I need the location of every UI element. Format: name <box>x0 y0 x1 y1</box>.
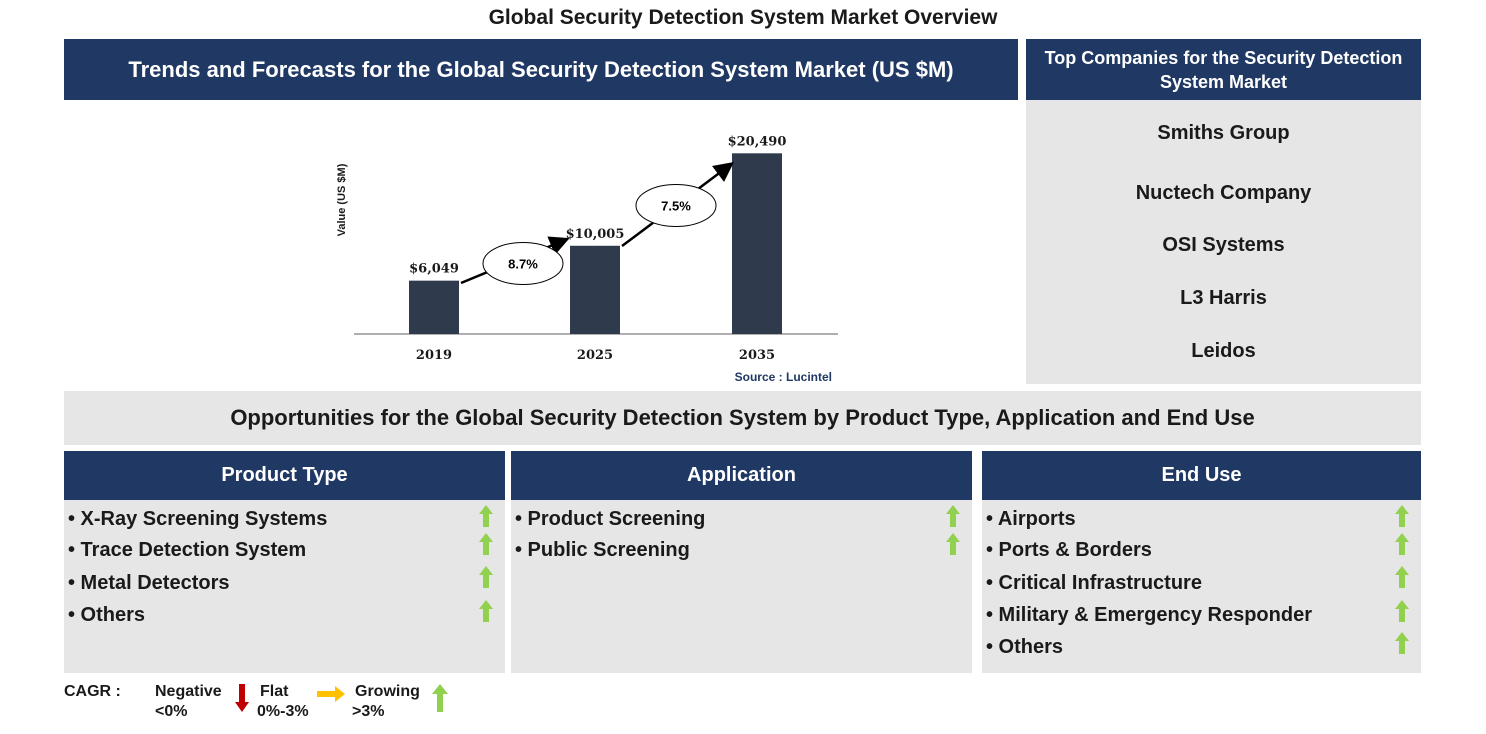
chart-source: Source : Lucintel <box>735 370 832 384</box>
growth-up-arrow-icon <box>1395 632 1409 654</box>
data-label-2035: $20,490 <box>728 134 787 149</box>
legend-negative-name: Negative <box>155 683 222 700</box>
segment-body-end-use: • Airports • Ports & Borders • Critical … <box>982 500 1421 673</box>
growth-up-arrow-icon <box>479 600 493 622</box>
company-item: Smiths Group <box>1157 122 1290 144</box>
growth-up-arrow-icon <box>479 533 493 555</box>
x-tick-label-2019: 2019 <box>416 348 452 363</box>
legend-flat-name: Flat <box>260 683 289 700</box>
segment-body-product-type: • X-Ray Screening Systems • Trace Detect… <box>64 500 505 673</box>
company-item: Leidos <box>1191 340 1256 362</box>
growing-up-arrow-icon <box>432 684 448 712</box>
segment-header-application: Application <box>511 451 972 500</box>
companies-list: Smiths Group Nuctech Company OSI Systems… <box>1026 100 1421 384</box>
cagr-legend: CAGR : Negative <0% Flat 0%-3% Growing >… <box>64 682 484 726</box>
data-label-2025: $10,005 <box>566 227 625 242</box>
cagr-ellipse-1 <box>482 242 564 285</box>
growth-up-arrow-icon <box>1395 566 1409 588</box>
y-axis-label: Value (US $M) <box>336 163 348 236</box>
companies-header: Top Companies for the Security Detection… <box>1026 39 1421 100</box>
legend-label: CAGR : <box>64 683 121 700</box>
legend-negative-range: <0% <box>155 703 188 720</box>
growth-up-arrow-icon <box>946 533 960 555</box>
bar-2035 <box>732 153 782 334</box>
segment-item: • Trace Detection System <box>68 539 307 561</box>
cagr-ellipse-2 <box>635 184 717 227</box>
x-tick-label-2035: 2035 <box>739 348 775 363</box>
flat-right-arrow-icon <box>317 686 345 702</box>
segment-item: • Ports & Borders <box>986 539 1152 561</box>
segment-item: • Others <box>68 604 146 626</box>
growth-up-arrow-icon <box>479 505 493 527</box>
legend-growing-name: Growing <box>355 683 420 700</box>
company-item: L3 Harris <box>1180 287 1267 309</box>
segment-item: • Others <box>986 636 1064 658</box>
segment-item: • Product Screening <box>515 508 706 530</box>
negative-down-arrow-icon <box>235 684 249 712</box>
bar-2019 <box>409 280 459 334</box>
trend-header: Trends and Forecasts for the Global Secu… <box>64 39 1018 100</box>
segment-item: • Public Screening <box>515 539 690 561</box>
bar-2025 <box>570 245 620 334</box>
segment-item: • Military & Emergency Responder <box>986 604 1312 626</box>
segment-header-end-use: End Use <box>982 451 1421 500</box>
segment-item: • Airports <box>986 508 1076 530</box>
growth-up-arrow-icon <box>479 566 493 588</box>
company-item: OSI Systems <box>1162 234 1285 256</box>
segment-body-application: • Product Screening • Public Screening <box>511 500 972 673</box>
growth-up-arrow-icon <box>946 505 960 527</box>
cagr-label-1: 8.7% <box>508 257 538 272</box>
x-tick-label-2025: 2025 <box>577 348 613 363</box>
opportunities-title: Opportunities for the Global Security De… <box>64 391 1421 445</box>
segment-header-product-type: Product Type <box>64 451 505 500</box>
segment-item: • X-Ray Screening Systems <box>68 508 328 530</box>
segment-item: • Critical Infrastructure <box>986 572 1202 594</box>
growth-up-arrow-icon <box>1395 533 1409 555</box>
chart-svg: Value (US $M) $6,049 2019 $10,005 2025 $20,49… <box>336 134 838 384</box>
company-item: Nuctech Company <box>1135 182 1312 204</box>
legend-flat-range: 0%-3% <box>257 703 309 720</box>
cagr-label-2: 7.5% <box>661 199 691 214</box>
data-label-2019: $6,049 <box>409 262 459 277</box>
segment-item: • Metal Detectors <box>68 572 230 594</box>
page-title: Global Security Detection System Market … <box>488 6 998 29</box>
legend-growing-range: >3% <box>352 703 385 720</box>
growth-up-arrow-icon <box>1395 505 1409 527</box>
market-bar-chart: Value (US $M) $6,049 2019 $10,005 2025 $20,49… <box>320 120 860 390</box>
growth-up-arrow-icon <box>1395 600 1409 622</box>
